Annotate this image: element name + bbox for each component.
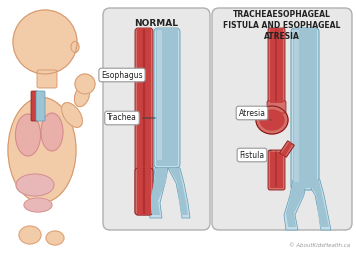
FancyBboxPatch shape — [291, 28, 319, 190]
FancyBboxPatch shape — [267, 101, 286, 113]
Ellipse shape — [19, 226, 41, 244]
Text: Esophagus: Esophagus — [101, 71, 143, 80]
Polygon shape — [281, 142, 292, 156]
Ellipse shape — [62, 103, 82, 127]
Text: Fistula: Fistula — [240, 151, 271, 160]
FancyBboxPatch shape — [293, 28, 317, 188]
Ellipse shape — [71, 41, 79, 53]
Ellipse shape — [16, 174, 54, 196]
FancyBboxPatch shape — [268, 28, 285, 105]
Text: TRACHEAESOPHAGEAL
FISTULA AND ESOPHAGEAL
ATRESIA: TRACHEAESOPHAGEAL FISTULA AND ESOPHAGEAL… — [223, 10, 341, 41]
FancyBboxPatch shape — [31, 91, 38, 121]
Ellipse shape — [41, 113, 63, 151]
Polygon shape — [150, 168, 167, 215]
Polygon shape — [286, 180, 305, 227]
Circle shape — [13, 10, 77, 74]
Polygon shape — [284, 180, 306, 230]
Ellipse shape — [46, 231, 64, 245]
FancyBboxPatch shape — [270, 152, 283, 188]
Polygon shape — [148, 168, 168, 218]
Ellipse shape — [256, 106, 288, 134]
Text: Trachea: Trachea — [107, 114, 155, 122]
Circle shape — [75, 74, 95, 94]
Text: © AboutKidsHealth.ca: © AboutKidsHealth.ca — [289, 243, 350, 248]
Polygon shape — [280, 141, 294, 157]
FancyBboxPatch shape — [212, 8, 352, 230]
FancyBboxPatch shape — [103, 8, 210, 230]
Ellipse shape — [260, 110, 284, 130]
FancyBboxPatch shape — [137, 28, 151, 215]
Text: NORMAL: NORMAL — [134, 19, 178, 28]
Polygon shape — [307, 180, 329, 227]
FancyBboxPatch shape — [36, 91, 45, 121]
Polygon shape — [169, 168, 188, 215]
Ellipse shape — [24, 198, 52, 212]
FancyBboxPatch shape — [137, 168, 151, 215]
FancyBboxPatch shape — [135, 168, 153, 215]
Polygon shape — [306, 180, 331, 230]
FancyBboxPatch shape — [294, 30, 299, 182]
Ellipse shape — [8, 98, 76, 202]
Ellipse shape — [16, 114, 41, 156]
FancyBboxPatch shape — [268, 150, 285, 190]
Polygon shape — [168, 168, 190, 218]
FancyBboxPatch shape — [37, 70, 57, 88]
FancyBboxPatch shape — [135, 28, 153, 215]
FancyBboxPatch shape — [154, 28, 180, 168]
FancyBboxPatch shape — [157, 30, 162, 160]
FancyBboxPatch shape — [270, 28, 283, 103]
FancyBboxPatch shape — [156, 28, 178, 166]
Text: Atresia: Atresia — [239, 108, 271, 120]
Ellipse shape — [74, 85, 90, 107]
